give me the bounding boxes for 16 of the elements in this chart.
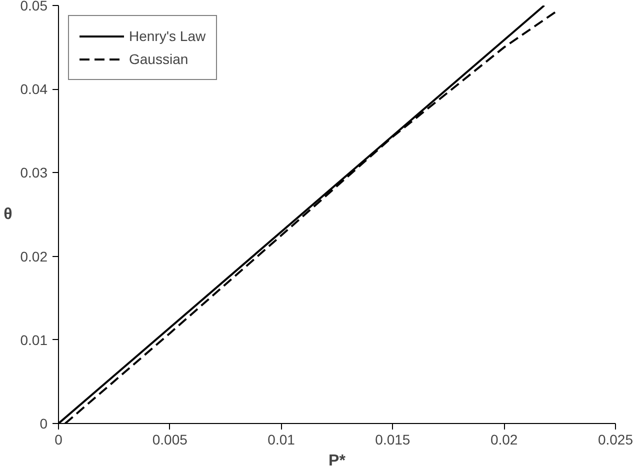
y-tick-label: 0.05 [20, 0, 48, 14]
y-axis-title: θ [4, 206, 12, 223]
legend-label: Gaussian [129, 51, 188, 67]
y-tick-label: 0 [40, 416, 48, 432]
x-axis-title: P* [328, 452, 346, 470]
x-tick-label: 0.02 [490, 432, 518, 448]
x-tick-label: 0.025 [598, 432, 634, 448]
x-tick-label: 0.01 [268, 432, 296, 448]
y-tick-label: 0.03 [20, 164, 48, 181]
y-tick-label: 0.02 [20, 248, 48, 264]
y-tick-label: 0.04 [20, 81, 48, 98]
x-tick-label: 0.005 [152, 432, 188, 448]
x-tick-label: 0 [54, 432, 63, 448]
y-tick-label: 0.01 [20, 332, 48, 348]
x-tick-label: 0.015 [375, 432, 410, 448]
legend-label: Henry's Law [129, 28, 206, 44]
